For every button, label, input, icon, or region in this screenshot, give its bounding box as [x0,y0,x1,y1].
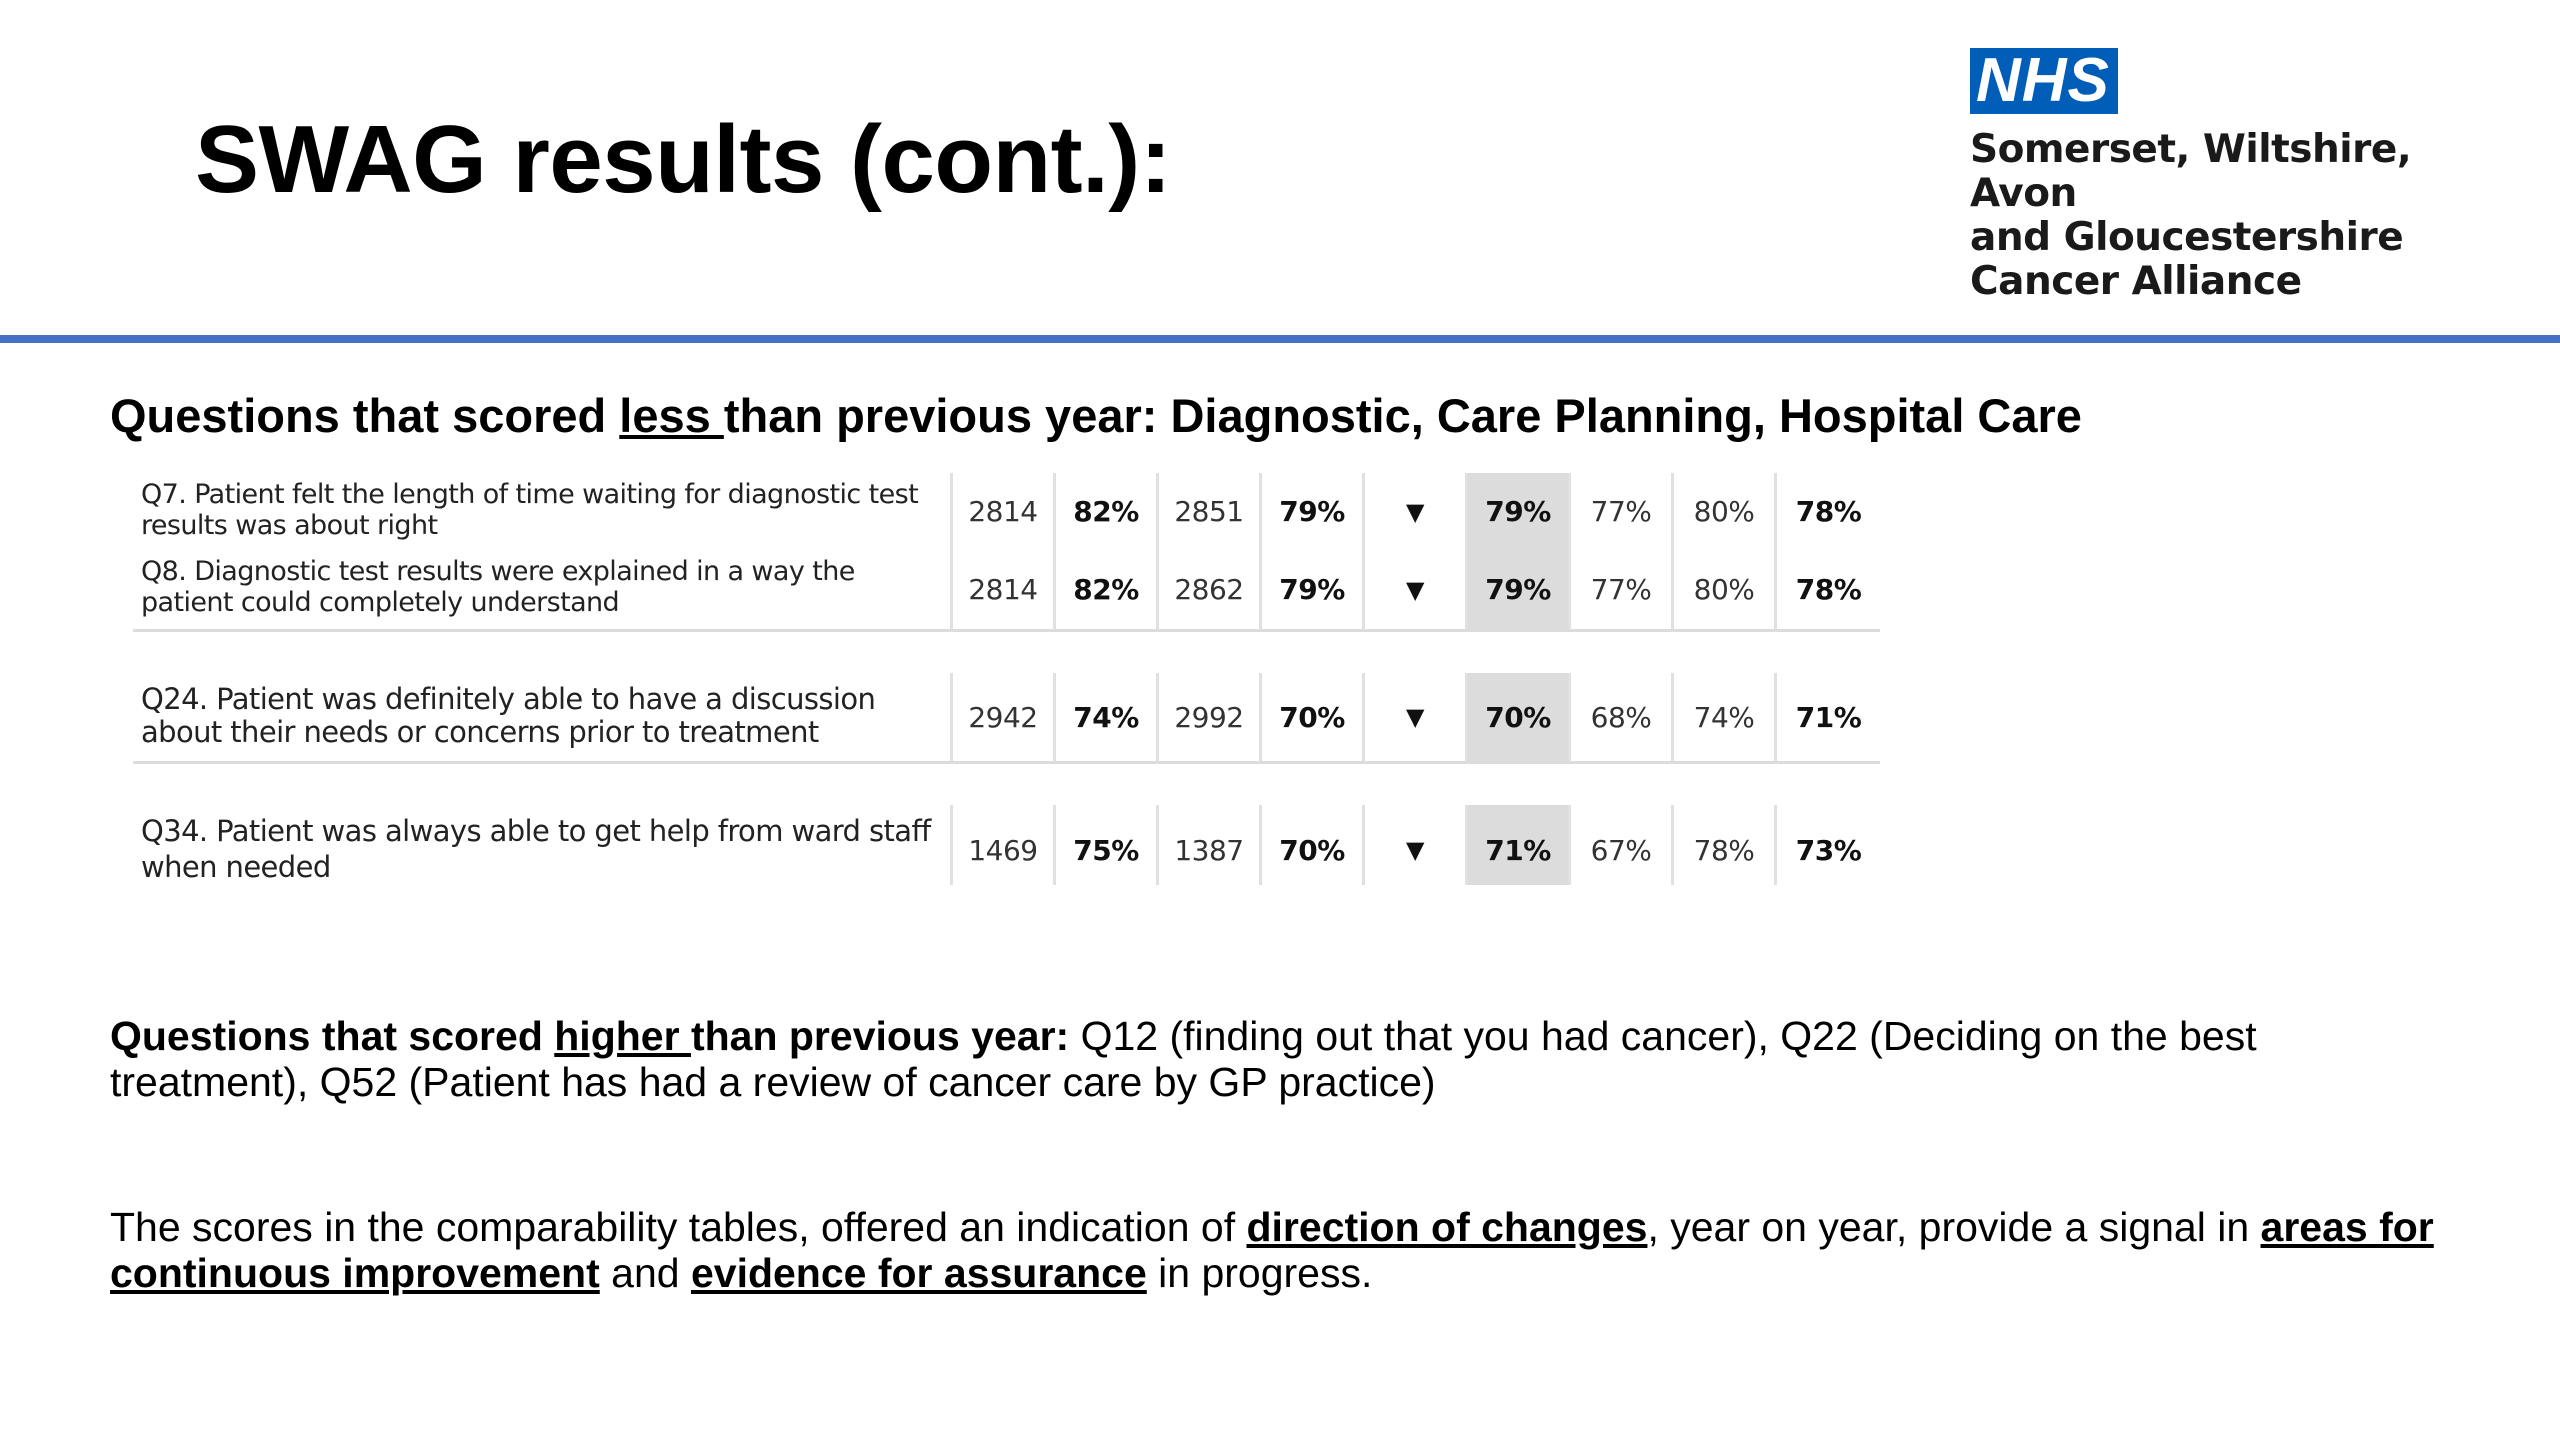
n1-cell: 1469 [953,805,1056,885]
less-heading-emph: less [619,389,724,442]
nhs-badge: NHS [1970,48,2118,114]
higher-label-emph: higher [554,1013,691,1059]
p5-cell: 78% [1674,805,1777,885]
n2-cell: 2862 [1159,550,1262,629]
scores-emph-1: direction of changes [1246,1204,1648,1250]
p4-cell: 77% [1571,550,1674,629]
p1-cell: 75% [1056,805,1159,885]
higher-label-pre: Questions that scored [110,1013,555,1059]
n2-cell: 1387 [1159,805,1262,885]
down-arrow-icon: ▼ [1365,550,1468,629]
table-row: Q34. Patient was always able to get help… [133,805,1880,885]
p2-cell: 70% [1262,673,1365,761]
table-row: Q7. Patient felt the length of time wait… [133,473,1880,550]
table-row: Q24. Patient was definitely able to have… [133,673,1880,764]
p4-cell: 68% [1571,673,1674,761]
scores-emph-3: evidence for assurance [690,1250,1147,1296]
less-heading: Questions that scored less than previous… [110,390,2082,442]
scores-text-2: , year on year, provide a signal in [1647,1204,2261,1250]
scores-emph-2: areas for continuous improvement [110,1204,2434,1296]
p1-cell: 82% [1056,550,1159,629]
p3-cell: 70% [1468,673,1571,761]
p2-cell: 79% [1262,473,1365,550]
p4-cell: 77% [1571,473,1674,550]
p5-cell: 74% [1674,673,1777,761]
question-cell: Q8. Diagnostic test results were explain… [133,550,953,629]
logo-line: and Gloucestershire [1970,215,2404,260]
p2-cell: 70% [1262,805,1365,885]
results-table: Q7. Patient felt the length of time wait… [133,473,1890,885]
header-divider [0,335,2560,343]
slide-title: SWAG results (cont.): [195,106,1172,213]
table-row: Q8. Diagnostic test results were explain… [133,550,1880,632]
scores-text-3: and [599,1250,691,1296]
scores-text-1: The scores in the comparability tables, … [110,1204,1247,1250]
nhs-logo: NHS Somerset, Wiltshire, Avon and Glouce… [1970,48,2490,304]
logo-line: Somerset, Wiltshire, Avon [1970,127,2412,216]
down-arrow-icon: ▼ [1365,673,1468,761]
p6-cell: 78% [1795,573,1862,606]
less-heading-pre: Questions that scored [110,389,620,442]
n1-cell: 2814 [953,473,1056,550]
scores-text-4: in progress. [1146,1250,1373,1296]
p6-cell: 71% [1795,700,1862,734]
question-cell: Q7. Patient felt the length of time wait… [133,473,953,550]
p6-cell: 73% [1795,833,1862,867]
n1-cell: 2942 [953,673,1056,761]
logo-line: Cancer Alliance [1970,259,2302,304]
p6-cell: 78% [1795,495,1862,528]
p2-cell: 79% [1262,550,1365,629]
down-arrow-icon: ▼ [1365,473,1468,550]
less-heading-post: than previous year: Diagnostic, Care Pla… [723,389,2082,442]
question-cell: Q24. Patient was definitely able to have… [133,673,953,761]
n2-cell: 2992 [1159,673,1262,761]
p3-cell: 71% [1468,805,1571,885]
p1-cell: 82% [1056,473,1159,550]
p5-cell: 80% [1674,550,1777,629]
n1-cell: 2814 [953,550,1056,629]
p4-cell: 67% [1571,805,1674,885]
question-cell: Q34. Patient was always able to get help… [133,805,953,885]
down-arrow-icon: ▼ [1365,805,1468,885]
higher-paragraph: Questions that scored higher than previo… [110,1013,2440,1105]
p1-cell: 74% [1056,673,1159,761]
scores-paragraph: The scores in the comparability tables, … [110,1204,2440,1296]
higher-text: Q12 (finding out that you had cancer), Q… [110,1013,2257,1105]
p5-cell: 80% [1674,473,1777,550]
p3-cell: 79% [1468,550,1571,629]
p3-cell: 79% [1468,473,1571,550]
n2-cell: 2851 [1159,473,1262,550]
higher-label-mid: than previous year: [690,1013,1070,1059]
logo-text: Somerset, Wiltshire, Avon and Gloucester… [1970,128,2490,304]
